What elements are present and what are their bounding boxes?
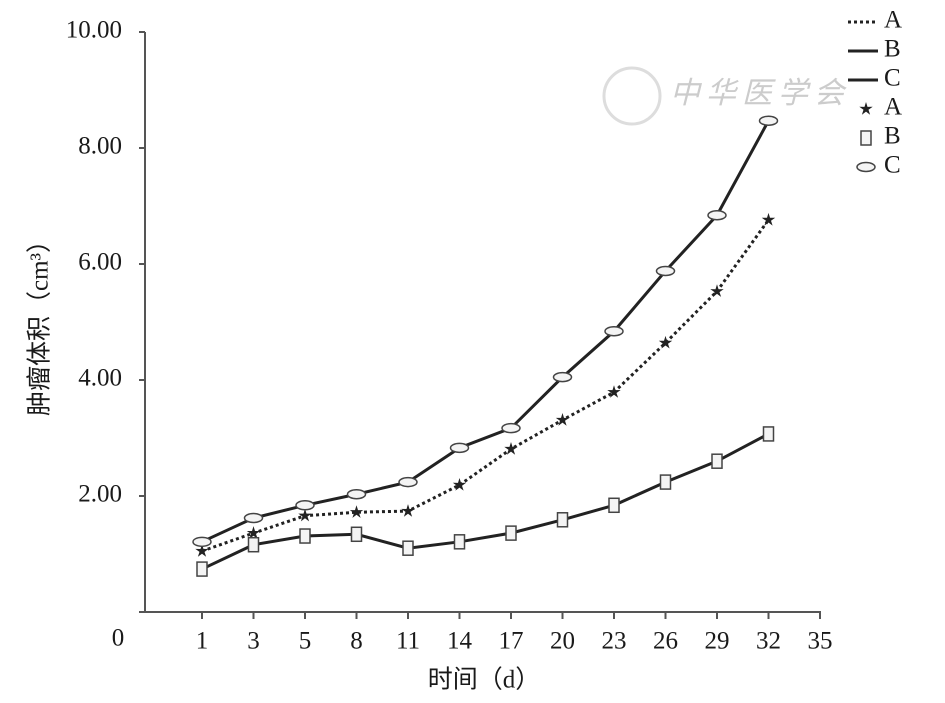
legend-label: C bbox=[884, 65, 901, 92]
square-marker bbox=[556, 512, 569, 528]
x-tick-label: 14 bbox=[447, 628, 473, 655]
ellipse-marker bbox=[346, 489, 367, 500]
y-tick-label: 6.00 bbox=[78, 249, 122, 276]
star-marker bbox=[349, 505, 364, 518]
star-marker bbox=[195, 544, 209, 557]
x-tick-label: 11 bbox=[396, 628, 420, 655]
square-marker bbox=[505, 525, 517, 541]
square-marker bbox=[762, 426, 775, 442]
x-tick-label: 32 bbox=[756, 628, 781, 655]
ellipse-marker bbox=[552, 371, 573, 383]
legend-label: A bbox=[884, 94, 902, 121]
star-marker bbox=[761, 212, 776, 226]
square-marker bbox=[350, 526, 363, 543]
x-tick-label: 26 bbox=[653, 628, 678, 655]
star-marker bbox=[607, 385, 621, 398]
x-tick-label: 23 bbox=[602, 628, 627, 655]
square-marker bbox=[659, 474, 672, 490]
legend-label: B bbox=[884, 123, 901, 150]
y-axis-label: 肿瘤体积（cm³） bbox=[26, 228, 54, 416]
series-line bbox=[201, 120, 770, 544]
x-tick-label: 29 bbox=[705, 628, 730, 655]
star-marker bbox=[298, 508, 312, 522]
ellipse-marker bbox=[758, 115, 779, 126]
series-line bbox=[201, 432, 770, 571]
x-tick-label: 8 bbox=[350, 628, 363, 655]
legend-label: A bbox=[884, 7, 902, 34]
x-tick-label: 35 bbox=[808, 628, 833, 655]
x-axis-label: 时间（d） bbox=[428, 666, 541, 694]
series-line bbox=[201, 219, 770, 553]
square-marker bbox=[608, 497, 620, 514]
star-marker bbox=[555, 413, 570, 426]
square-marker bbox=[247, 536, 260, 553]
square-marker bbox=[402, 540, 414, 556]
star-marker bbox=[246, 526, 261, 539]
ellipse-marker bbox=[398, 476, 418, 488]
watermark: 中华医学会 bbox=[670, 77, 850, 110]
x-tick-label: 17 bbox=[499, 628, 524, 655]
x-tick-label: 20 bbox=[550, 628, 575, 655]
star-marker bbox=[452, 478, 467, 491]
y-tick-label: 0 bbox=[112, 625, 125, 652]
ellipse-marker bbox=[192, 536, 212, 548]
x-tick-label: 3 bbox=[247, 628, 260, 655]
star-marker bbox=[504, 442, 518, 455]
legend-marker bbox=[860, 130, 872, 146]
square-marker bbox=[196, 561, 208, 577]
square-marker bbox=[711, 453, 723, 469]
ellipse-marker bbox=[655, 265, 676, 277]
star-marker bbox=[658, 335, 673, 349]
star-marker bbox=[710, 284, 724, 297]
ellipse-marker bbox=[243, 512, 264, 524]
legend-marker bbox=[859, 102, 873, 115]
legend-label: C bbox=[884, 152, 901, 179]
x-tick-label: 1 bbox=[196, 628, 209, 655]
legend-label: B bbox=[884, 36, 901, 63]
ellipse-marker bbox=[295, 500, 315, 511]
watermark-logo bbox=[602, 66, 662, 126]
y-tick-label: 2.00 bbox=[78, 481, 122, 508]
y-tick-label: 8.00 bbox=[78, 133, 122, 160]
square-marker bbox=[453, 534, 466, 550]
star-marker bbox=[401, 504, 415, 517]
ellipse-marker bbox=[707, 210, 727, 221]
y-tick-label: 10.00 bbox=[66, 17, 122, 44]
square-marker bbox=[299, 528, 311, 544]
ellipse-marker bbox=[604, 326, 624, 337]
x-tick-label: 5 bbox=[299, 628, 312, 655]
y-tick-label: 4.00 bbox=[78, 365, 122, 392]
ellipse-marker bbox=[501, 422, 521, 434]
legend-marker bbox=[856, 161, 876, 173]
ellipse-marker bbox=[449, 442, 470, 454]
